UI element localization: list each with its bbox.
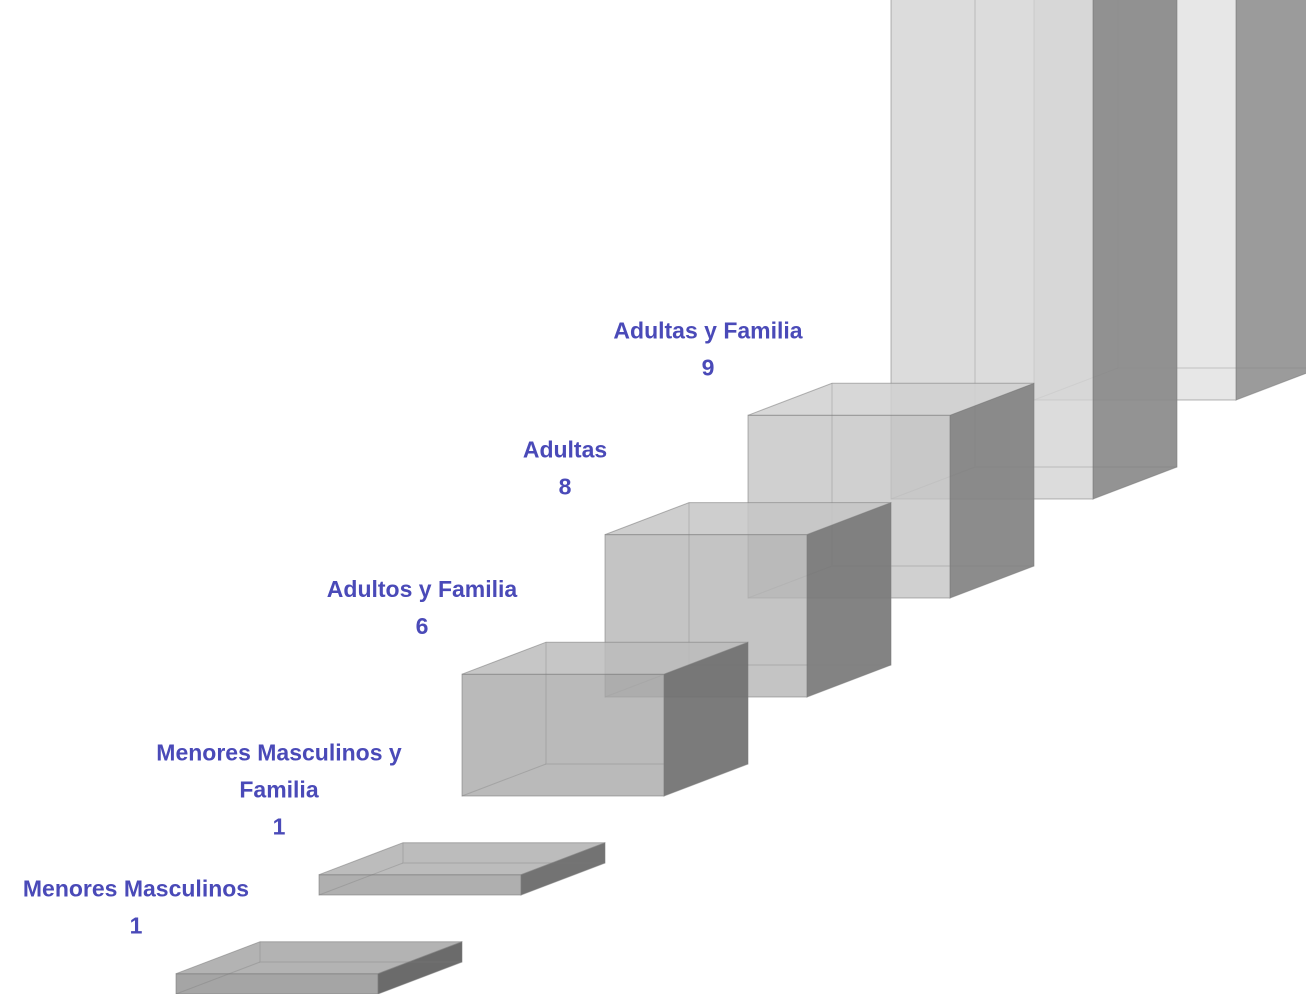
bar-top-face (747, 382, 1035, 416)
data-label-category: Menores Masculinos (23, 876, 249, 902)
bar-depth-edge (175, 961, 261, 994)
data-label-1: Menores Masculinos 1 (23, 876, 249, 939)
data-label-value: 9 (702, 354, 715, 380)
bar-top-face (175, 941, 463, 975)
bar-top-face (461, 641, 749, 675)
bar-front-face (461, 673, 665, 797)
bar-back-edges (402, 842, 605, 864)
data-label-4: Adultas 8 (523, 437, 607, 500)
bar-side-face (806, 501, 892, 698)
bar-depth-edge (461, 763, 547, 797)
bars-layer (175, 0, 1306, 994)
bar-top-face (604, 502, 892, 536)
bar-front-face (318, 874, 522, 896)
bar-front-face (175, 973, 379, 994)
data-label-value: 1 (273, 814, 286, 840)
data-label-category: Adultas (523, 437, 607, 463)
bar-back-edges (545, 642, 748, 765)
bar-side-face (1092, 0, 1178, 500)
bar-depth-edge (318, 862, 404, 896)
data-label-value: 1 (130, 913, 143, 939)
data-label-value: 6 (416, 613, 429, 639)
bar-back-edges (259, 941, 462, 963)
data-label-5: Adultas y Familia 9 (613, 317, 802, 380)
bar-top-face (318, 842, 606, 876)
labels-layer: Menores Masculinos 1 Menores Masculinos y F… (23, 317, 803, 939)
data-label-3: Adultos y Familia 6 (327, 576, 518, 639)
bar-front-face (890, 0, 1094, 500)
bar-1 (175, 940, 463, 994)
data-label-category: Adultos y Familia (327, 576, 518, 602)
bar-3 (461, 641, 749, 797)
data-label-value: 8 (559, 474, 572, 500)
bar-side-face (1235, 0, 1306, 401)
data-label-category: Menores Masculinos y (156, 740, 402, 766)
bar-2 (318, 841, 606, 896)
data-label-2: Menores Masculinos y Familia 1 (156, 740, 402, 840)
data-label-category: Familia (239, 777, 318, 803)
data-label-category: Adultas y Familia (613, 317, 802, 343)
